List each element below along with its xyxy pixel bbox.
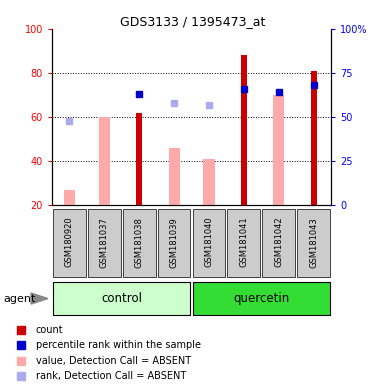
Text: value, Detection Call = ABSENT: value, Detection Call = ABSENT [36, 356, 191, 366]
Text: rank, Detection Call = ABSENT: rank, Detection Call = ABSENT [36, 371, 186, 381]
Bar [241, 55, 247, 205]
Text: GSM180920: GSM180920 [65, 217, 74, 268]
Text: GDS3133 / 1395473_at: GDS3133 / 1395473_at [120, 15, 265, 28]
Text: agent: agent [4, 293, 36, 304]
Bar [311, 71, 317, 205]
Text: GSM181041: GSM181041 [239, 217, 248, 268]
Bar [169, 148, 180, 205]
Bar [297, 209, 330, 277]
Bar [99, 117, 110, 205]
Text: GSM181040: GSM181040 [204, 217, 214, 268]
Bar [88, 209, 121, 277]
Bar [203, 159, 214, 205]
Bar [273, 95, 285, 205]
Text: percentile rank within the sample: percentile rank within the sample [36, 340, 201, 350]
Polygon shape [31, 293, 48, 304]
Bar [262, 209, 295, 277]
Bar [192, 209, 225, 277]
Bar [123, 209, 156, 277]
Bar [192, 282, 330, 315]
Text: count: count [36, 325, 64, 335]
Bar [228, 209, 260, 277]
Text: GSM181043: GSM181043 [309, 217, 318, 268]
Bar [64, 190, 75, 205]
Bar [53, 209, 86, 277]
Bar [53, 282, 191, 315]
Text: GSM181039: GSM181039 [169, 217, 179, 268]
Text: quercetin: quercetin [233, 292, 290, 305]
Text: control: control [101, 292, 142, 305]
Text: GSM181042: GSM181042 [274, 217, 283, 268]
Bar [136, 113, 142, 205]
Text: GSM181038: GSM181038 [135, 217, 144, 268]
Text: GSM181037: GSM181037 [100, 217, 109, 268]
Bar [158, 209, 191, 277]
